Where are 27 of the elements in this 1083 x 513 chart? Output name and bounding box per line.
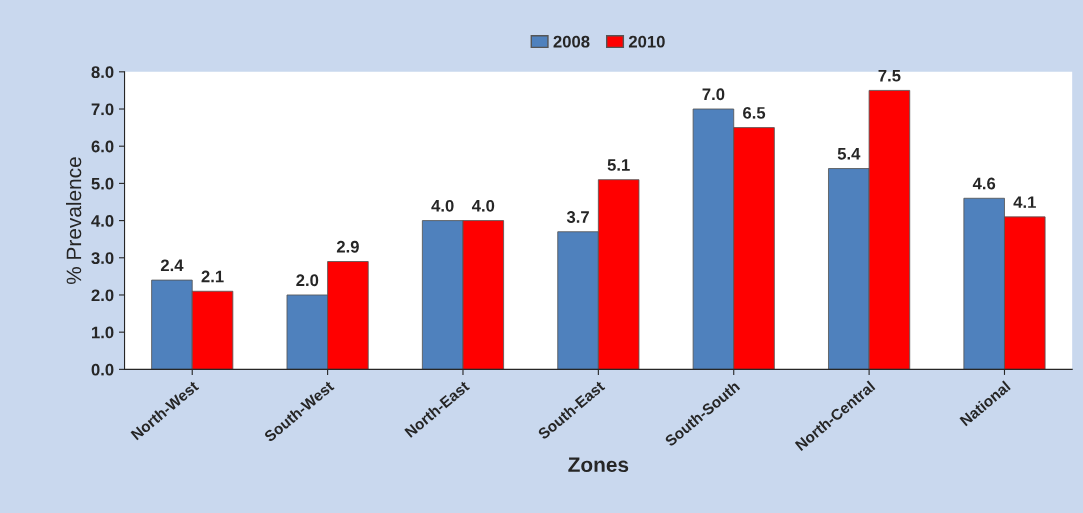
data-label: 2.1 bbox=[201, 270, 224, 283]
data-label: 4.0 bbox=[471, 199, 495, 212]
y-axis-title: % Prevalence bbox=[65, 157, 82, 285]
y-tick-label: 6.0 bbox=[91, 140, 114, 153]
data-label: 4.1 bbox=[1013, 196, 1036, 208]
data-label: 6.5 bbox=[743, 106, 766, 119]
y-tick-label: 1.0 bbox=[92, 326, 114, 339]
data-label: 2.4 bbox=[160, 259, 184, 272]
y-tick-label: 3.0 bbox=[91, 252, 114, 265]
data-label: 4.6 bbox=[972, 177, 996, 190]
y-tick-label: 4.0 bbox=[91, 214, 114, 227]
y-tick-label: 8.0 bbox=[91, 66, 114, 79]
y-tick-label: 5.0 bbox=[91, 177, 114, 190]
data-label: 7.5 bbox=[878, 69, 901, 82]
data-label: 3.7 bbox=[566, 211, 589, 223]
data-label: 5.4 bbox=[837, 148, 861, 160]
data-label: 2.9 bbox=[336, 240, 359, 253]
legend-label: 2010 bbox=[628, 35, 665, 48]
y-tick-label: 2.0 bbox=[91, 289, 114, 302]
data-label: 5.1 bbox=[607, 159, 630, 171]
data-label: 4.0 bbox=[431, 199, 454, 212]
x-axis-title: Zones bbox=[568, 457, 629, 473]
legend-label: 2008 bbox=[553, 35, 590, 48]
data-label: 2.0 bbox=[296, 274, 319, 287]
data-label: 7.0 bbox=[702, 88, 725, 101]
y-tick-label: 7.0 bbox=[91, 103, 114, 116]
y-tick-label: 0.0 bbox=[91, 363, 114, 376]
